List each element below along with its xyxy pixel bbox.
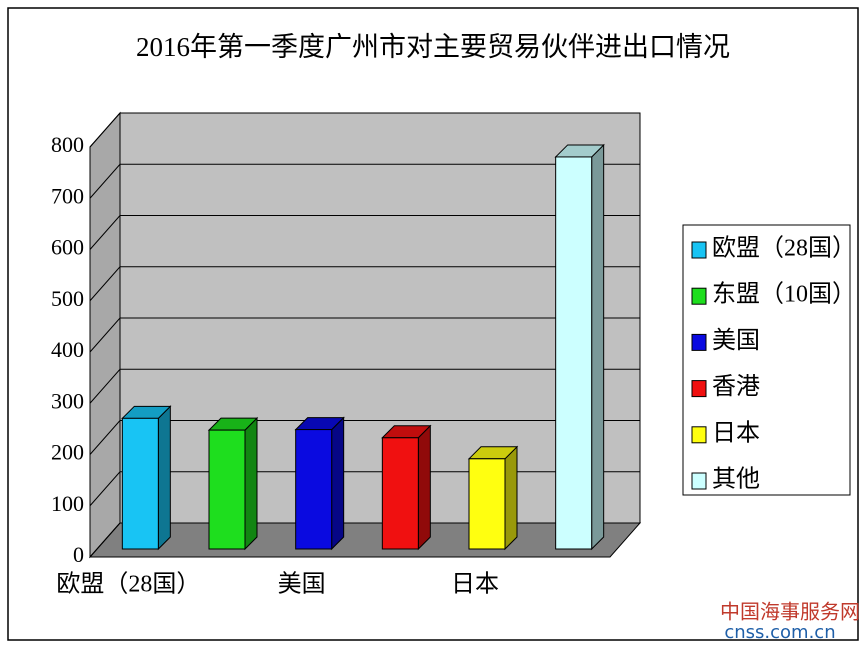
legend-swatch xyxy=(691,333,707,351)
legend-swatch xyxy=(691,380,707,398)
bar-side xyxy=(591,143,605,551)
legend-label: 欧盟（28国） xyxy=(712,235,856,262)
legend-label: 日本 xyxy=(712,419,760,446)
bar xyxy=(467,445,519,551)
grid-line xyxy=(89,368,640,404)
grid-line xyxy=(89,266,640,302)
y-tick-label: 500 xyxy=(51,286,84,311)
y-tick-label: 700 xyxy=(51,183,84,208)
chart-title: 2016年第一季度广州市对主要贸易伙伴进出口情况 xyxy=(136,32,730,62)
legend-swatch xyxy=(691,426,707,444)
bar-side xyxy=(157,405,171,551)
x-tick-label: 日本 xyxy=(451,571,499,598)
bar-front xyxy=(121,417,159,550)
legend-swatch xyxy=(691,241,707,259)
bar xyxy=(381,424,432,551)
watermark-name: 中国海事服务网 xyxy=(720,600,860,624)
x-tick-label: 美国 xyxy=(278,571,326,598)
y-tick-label: 400 xyxy=(51,337,84,362)
y-tick-label: 300 xyxy=(51,388,84,413)
bar xyxy=(554,143,605,551)
bar xyxy=(207,416,259,551)
grid-line xyxy=(89,420,640,455)
bar-front xyxy=(555,156,593,550)
bar xyxy=(121,405,172,551)
grid-line xyxy=(89,215,640,250)
bar-front xyxy=(208,429,246,550)
bar-side xyxy=(244,416,258,551)
bar-front xyxy=(468,458,506,550)
legend-swatch xyxy=(691,472,707,490)
plot xyxy=(89,112,640,558)
bar-side xyxy=(417,424,431,551)
bar-side xyxy=(331,416,345,551)
bar-side xyxy=(504,445,518,551)
bar-front xyxy=(381,437,419,550)
y-tick-label: 200 xyxy=(51,440,84,465)
legend-label: 美国 xyxy=(712,327,760,354)
legend-label: 香港 xyxy=(712,373,760,400)
y-tick-label: 800 xyxy=(51,132,84,157)
grid-line xyxy=(89,163,640,199)
x-tick-label: 欧盟（28国） xyxy=(56,571,200,598)
legend-label: 东盟（10国） xyxy=(712,281,856,308)
legend-swatch xyxy=(691,287,707,305)
grid-line xyxy=(89,471,640,507)
legend-box xyxy=(682,224,851,496)
bar xyxy=(294,416,345,551)
y-tick-label: 600 xyxy=(51,235,84,260)
grid-line xyxy=(89,522,640,558)
legend-label: 其他 xyxy=(712,466,760,493)
grid-line xyxy=(89,317,640,353)
y-tick-label: 100 xyxy=(51,491,84,516)
watermark-url: cnss.com.cn xyxy=(724,622,835,643)
y-tick-label: 0 xyxy=(73,542,84,567)
bar-front xyxy=(295,429,333,550)
grid-line xyxy=(89,112,640,148)
